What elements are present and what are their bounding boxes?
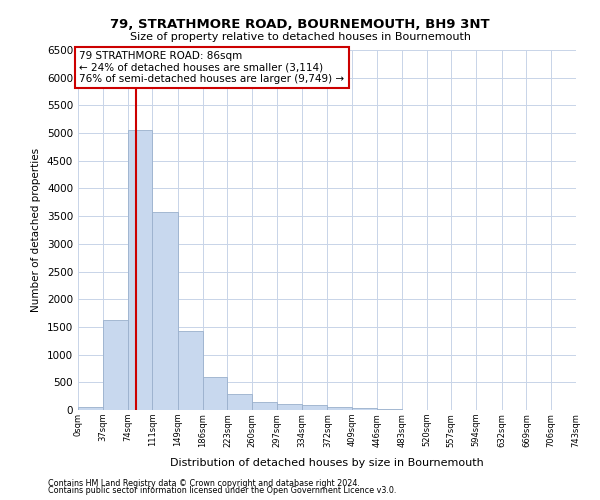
Bar bbox=[252, 402, 277, 410]
Text: Contains HM Land Registry data © Crown copyright and database right 2024.: Contains HM Land Registry data © Crown c… bbox=[48, 478, 360, 488]
Bar bbox=[277, 404, 302, 410]
Bar bbox=[203, 377, 227, 410]
Text: 79 STRATHMORE ROAD: 86sqm
← 24% of detached houses are smaller (3,114)
76% of se: 79 STRATHMORE ROAD: 86sqm ← 24% of detac… bbox=[79, 51, 344, 84]
Text: Size of property relative to detached houses in Bournemouth: Size of property relative to detached ho… bbox=[130, 32, 470, 42]
Bar bbox=[128, 130, 152, 410]
Bar bbox=[352, 408, 377, 410]
Bar bbox=[152, 212, 178, 410]
Bar bbox=[377, 409, 402, 410]
Bar bbox=[78, 407, 103, 410]
Bar bbox=[103, 320, 128, 410]
Text: Contains public sector information licensed under the Open Government Licence v3: Contains public sector information licen… bbox=[48, 486, 397, 495]
Y-axis label: Number of detached properties: Number of detached properties bbox=[31, 148, 41, 312]
Bar bbox=[227, 394, 252, 410]
Text: 79, STRATHMORE ROAD, BOURNEMOUTH, BH9 3NT: 79, STRATHMORE ROAD, BOURNEMOUTH, BH9 3N… bbox=[110, 18, 490, 30]
Bar bbox=[302, 406, 328, 410]
X-axis label: Distribution of detached houses by size in Bournemouth: Distribution of detached houses by size … bbox=[170, 458, 484, 468]
Bar bbox=[328, 407, 352, 410]
Bar bbox=[178, 331, 203, 410]
